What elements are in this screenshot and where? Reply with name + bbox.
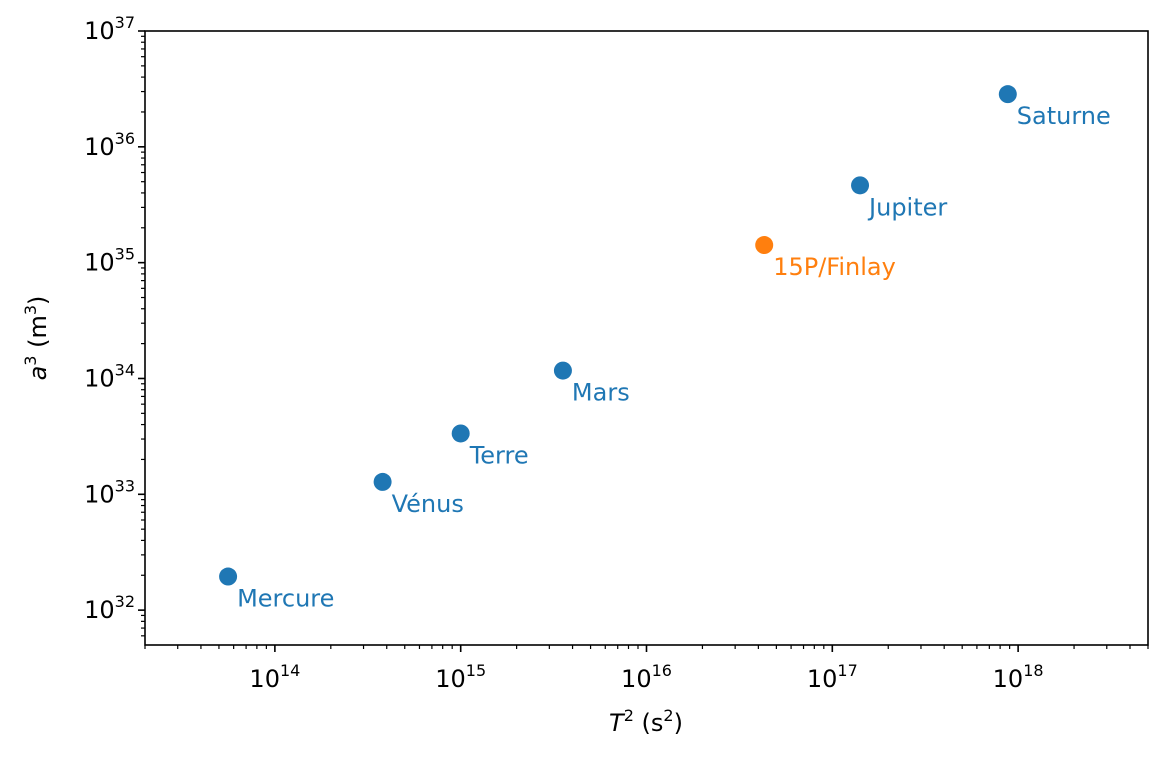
y-tick-label: 1034	[84, 360, 135, 392]
axes-frame	[144, 30, 1149, 646]
y-axis-label: a3 (m3)	[21, 296, 52, 381]
point-label: Vénus	[392, 490, 464, 518]
y-tick-label: 1035	[84, 245, 135, 277]
y-tick-label: 1033	[84, 476, 135, 508]
data-point	[851, 176, 870, 195]
y-tick-label: 1037	[84, 13, 135, 45]
x-tick-label: 1017	[807, 661, 858, 693]
x-tick-label: 1018	[993, 661, 1044, 693]
x-tick-label: 1015	[435, 661, 486, 693]
x-axis-label: T2 (s2)	[609, 706, 683, 737]
data-point	[219, 567, 238, 586]
x-tick-label: 1016	[621, 661, 672, 693]
data-point	[373, 472, 392, 491]
point-label: 15P/Finlay	[773, 253, 896, 281]
plot-area	[145, 31, 1148, 645]
data-point	[998, 85, 1017, 104]
data-point	[451, 424, 470, 443]
major-ticks: 1014 1015 1016 1017 1018 1032 1033 1034 1035 1036…	[84, 13, 1043, 693]
point-label: Terre	[469, 441, 529, 469]
data-point	[553, 361, 572, 380]
point-label: Jupiter	[867, 193, 947, 221]
point-label: Mercure	[237, 585, 334, 613]
point-label: Saturne	[1017, 102, 1111, 130]
y-tick-label: 1036	[84, 129, 135, 161]
y-tick-label: 1032	[84, 592, 135, 624]
x-tick-label: 1014	[249, 661, 300, 693]
point-label: Mars	[572, 379, 630, 407]
data-point	[755, 236, 774, 255]
